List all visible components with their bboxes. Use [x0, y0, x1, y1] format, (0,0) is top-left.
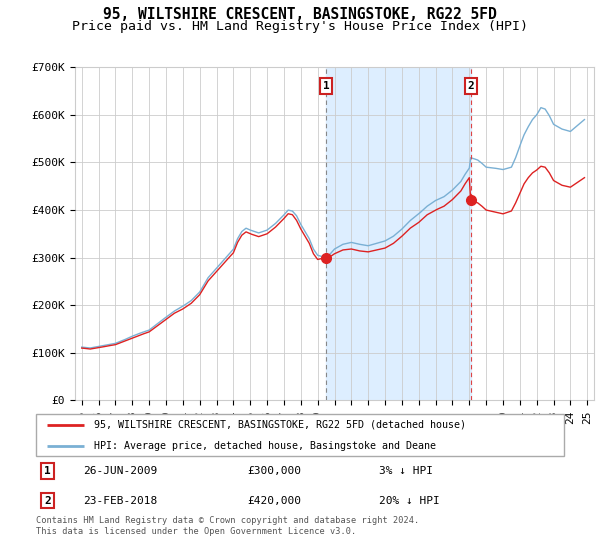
Text: 1: 1: [323, 81, 329, 91]
Text: 23-FEB-2018: 23-FEB-2018: [83, 496, 158, 506]
Text: 20% ↓ HPI: 20% ↓ HPI: [379, 496, 440, 506]
Text: HPI: Average price, detached house, Basingstoke and Deane: HPI: Average price, detached house, Basi…: [94, 441, 436, 451]
Text: 3% ↓ HPI: 3% ↓ HPI: [379, 466, 433, 476]
Text: 2: 2: [44, 496, 51, 506]
Bar: [326, 67, 471, 400]
Text: 95, WILTSHIRE CRESCENT, BASINGSTOKE, RG22 5FD: 95, WILTSHIRE CRESCENT, BASINGSTOKE, RG2…: [103, 7, 497, 22]
Text: 2: 2: [467, 81, 474, 91]
FancyBboxPatch shape: [36, 414, 564, 456]
Text: 1: 1: [44, 466, 51, 476]
Text: £420,000: £420,000: [247, 496, 301, 506]
Text: Price paid vs. HM Land Registry's House Price Index (HPI): Price paid vs. HM Land Registry's House …: [72, 20, 528, 32]
Text: Contains HM Land Registry data © Crown copyright and database right 2024.
This d: Contains HM Land Registry data © Crown c…: [36, 516, 419, 536]
Text: £300,000: £300,000: [247, 466, 301, 476]
Text: 26-JUN-2009: 26-JUN-2009: [83, 466, 158, 476]
Text: 95, WILTSHIRE CRESCENT, BASINGSTOKE, RG22 5FD (detached house): 95, WILTSHIRE CRESCENT, BASINGSTOKE, RG2…: [94, 420, 466, 430]
